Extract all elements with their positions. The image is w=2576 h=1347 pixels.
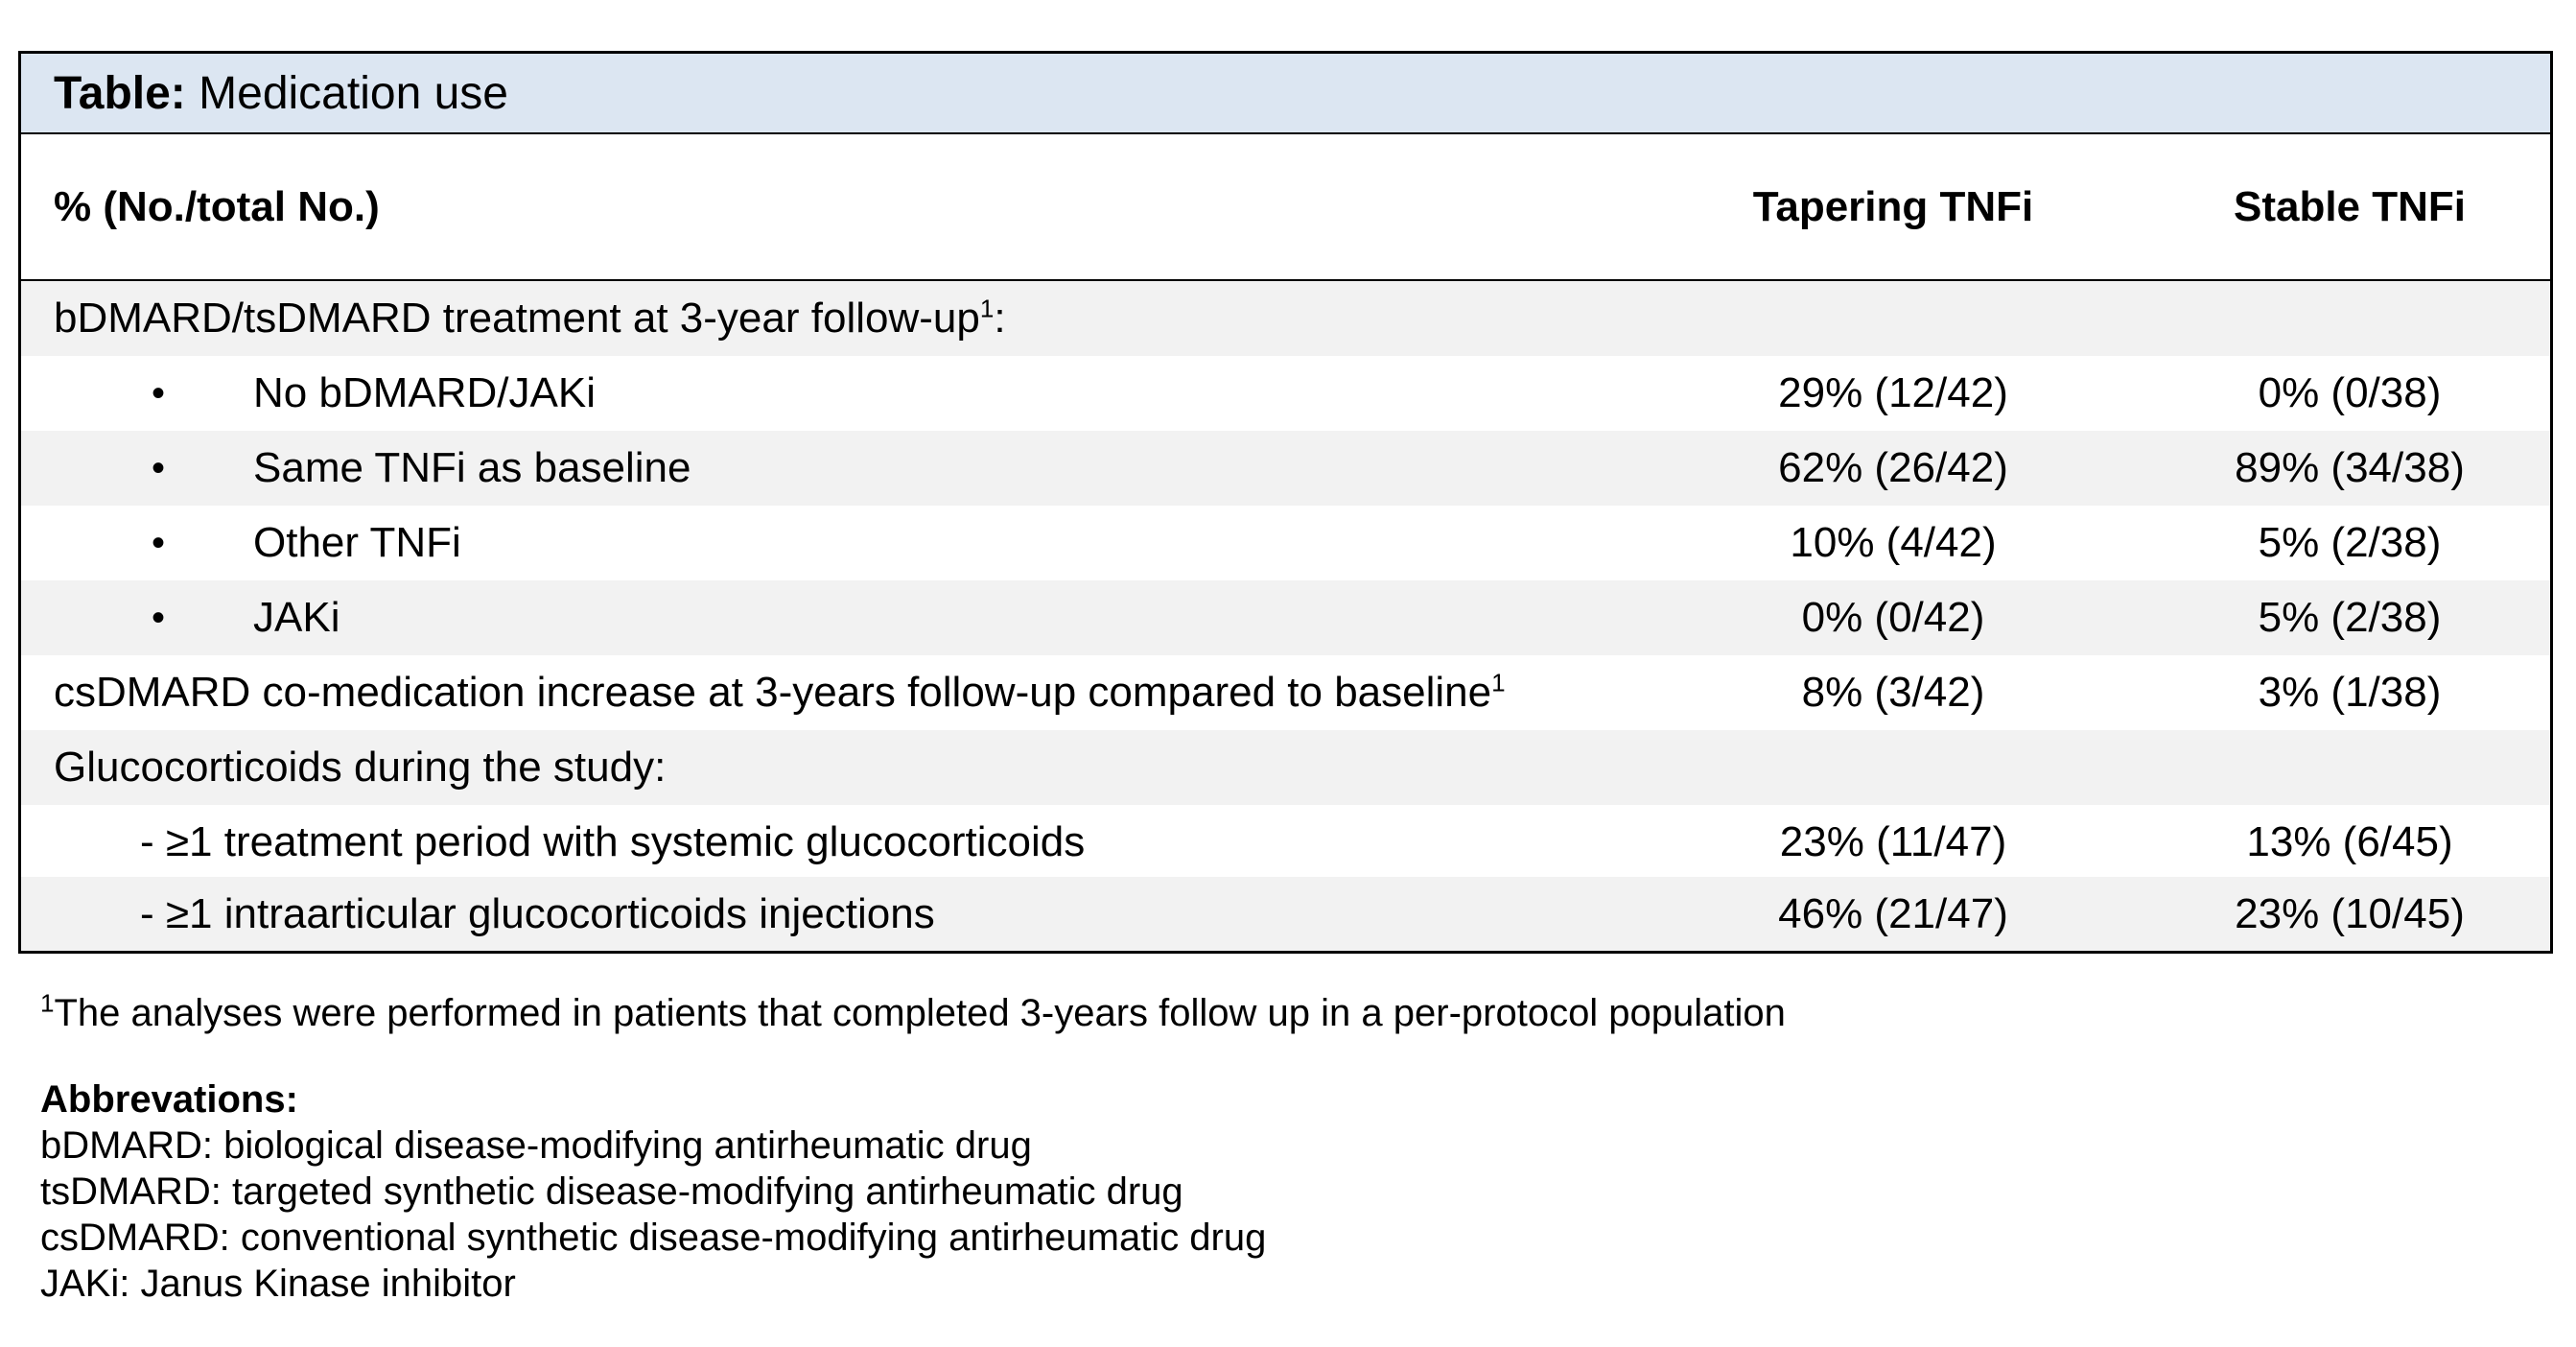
bullet-icon: • <box>152 522 166 564</box>
section-bdmard-label: bDMARD/tsDMARD treatment at 3-year follo… <box>54 281 1006 356</box>
table-notes: 1The analyses were performed in patients… <box>40 988 2534 1307</box>
header-label: % (No./total No.) <box>54 183 380 230</box>
row-label: No bDMARD/JAKi <box>253 369 596 416</box>
abbreviation-item: bDMARD: biological disease-modifying ant… <box>40 1124 1032 1167</box>
medication-table: Table: Medication use % (No./total No.) … <box>18 51 2553 954</box>
csdmard-label: csDMARD co-medication increase at 3-year… <box>54 655 1506 730</box>
table-row: - ≥1 treatment period with systemic gluc… <box>21 805 2550 880</box>
csdmard-sup: 1 <box>1491 668 1506 697</box>
row-value-tapering: 46% (21/47) <box>1778 890 2008 937</box>
abbreviation-item: tsDMARD: targeted synthetic disease-modi… <box>40 1170 1183 1213</box>
row-label: Same TNFi as baseline <box>253 444 691 491</box>
footnote: 1The analyses were performed in patients… <box>40 988 2534 1038</box>
footnote-sup: 1 <box>40 988 55 1018</box>
row-value-stable: 89% (34/38) <box>2235 444 2465 491</box>
header-stable-tnfi: Stable TNFi <box>2233 183 2467 230</box>
section-bdmard-suffix: : <box>994 295 1006 342</box>
row-label: JAKi <box>253 594 340 641</box>
table-row: • Other TNFi 10% (4/42) 5% (2/38) <box>21 506 2550 580</box>
table-row: • No bDMARD/JAKi 29% (12/42) 0% (0/38) <box>21 356 2550 431</box>
table-row-section-glucocorticoids: Glucocorticoids during the study: <box>21 730 2550 805</box>
section-bdmard-text: bDMARD/tsDMARD treatment at 3-year follo… <box>54 295 980 342</box>
csdmard-text: csDMARD co-medication increase at 3-year… <box>54 669 1492 716</box>
row-value-stable: 3% (1/38) <box>2258 669 2442 716</box>
row-value-stable: 23% (10/45) <box>2235 890 2465 937</box>
bullet-icon: • <box>152 597 166 639</box>
abbreviations-title: Abbrevations: <box>40 1078 298 1121</box>
row-value-tapering: 62% (26/42) <box>1778 444 2008 491</box>
abbreviation-item: csDMARD: conventional synthetic disease-… <box>40 1217 1267 1259</box>
row-value-tapering: 29% (12/42) <box>1778 369 2008 416</box>
footnote-text: The analyses were performed in patients … <box>54 992 1786 1034</box>
table-row: - ≥1 intraarticular glucocorticoids inje… <box>21 877 2550 951</box>
row-label: - ≥1 intraarticular glucocorticoids inje… <box>140 890 935 937</box>
table-header-row: % (No./total No.) Tapering TNFi Stable T… <box>21 134 2550 281</box>
row-label: - ≥1 treatment period with systemic gluc… <box>140 818 1086 865</box>
table-row: • Same TNFi as baseline 62% (26/42) 89% … <box>21 431 2550 506</box>
table-title: Table: Medication use <box>54 67 508 121</box>
row-label: Other TNFi <box>253 519 461 566</box>
row-value-tapering: 23% (11/47) <box>1779 818 2007 865</box>
row-value-stable: 0% (0/38) <box>2258 369 2442 416</box>
row-value-stable: 5% (2/38) <box>2258 519 2442 566</box>
section-bdmard-sup: 1 <box>979 294 995 323</box>
bullet-icon: • <box>152 372 166 414</box>
table-title-rest: Medication use <box>185 68 508 119</box>
row-value-tapering: 10% (4/42) <box>1790 519 1997 566</box>
section-glucocorticoids-label: Glucocorticoids during the study: <box>54 744 667 791</box>
bullet-icon: • <box>152 447 166 489</box>
table-row: • JAKi 0% (0/42) 5% (2/38) <box>21 580 2550 655</box>
table-title-bar: Table: Medication use <box>21 54 2550 134</box>
table-title-bold: Table: <box>54 68 186 119</box>
header-tapering-tnfi: Tapering TNFi <box>1752 183 2034 230</box>
table-row-csdmard: csDMARD co-medication increase at 3-year… <box>21 655 2550 730</box>
table-row-section-bdmard: bDMARD/tsDMARD treatment at 3-year follo… <box>21 281 2550 356</box>
abbreviation-item: JAKi: Janus Kinase inhibitor <box>40 1263 516 1305</box>
row-value-tapering: 8% (3/42) <box>1801 669 1985 716</box>
row-value-tapering: 0% (0/42) <box>1801 594 1985 641</box>
row-value-stable: 13% (6/45) <box>2246 818 2453 865</box>
row-value-stable: 5% (2/38) <box>2258 594 2442 641</box>
